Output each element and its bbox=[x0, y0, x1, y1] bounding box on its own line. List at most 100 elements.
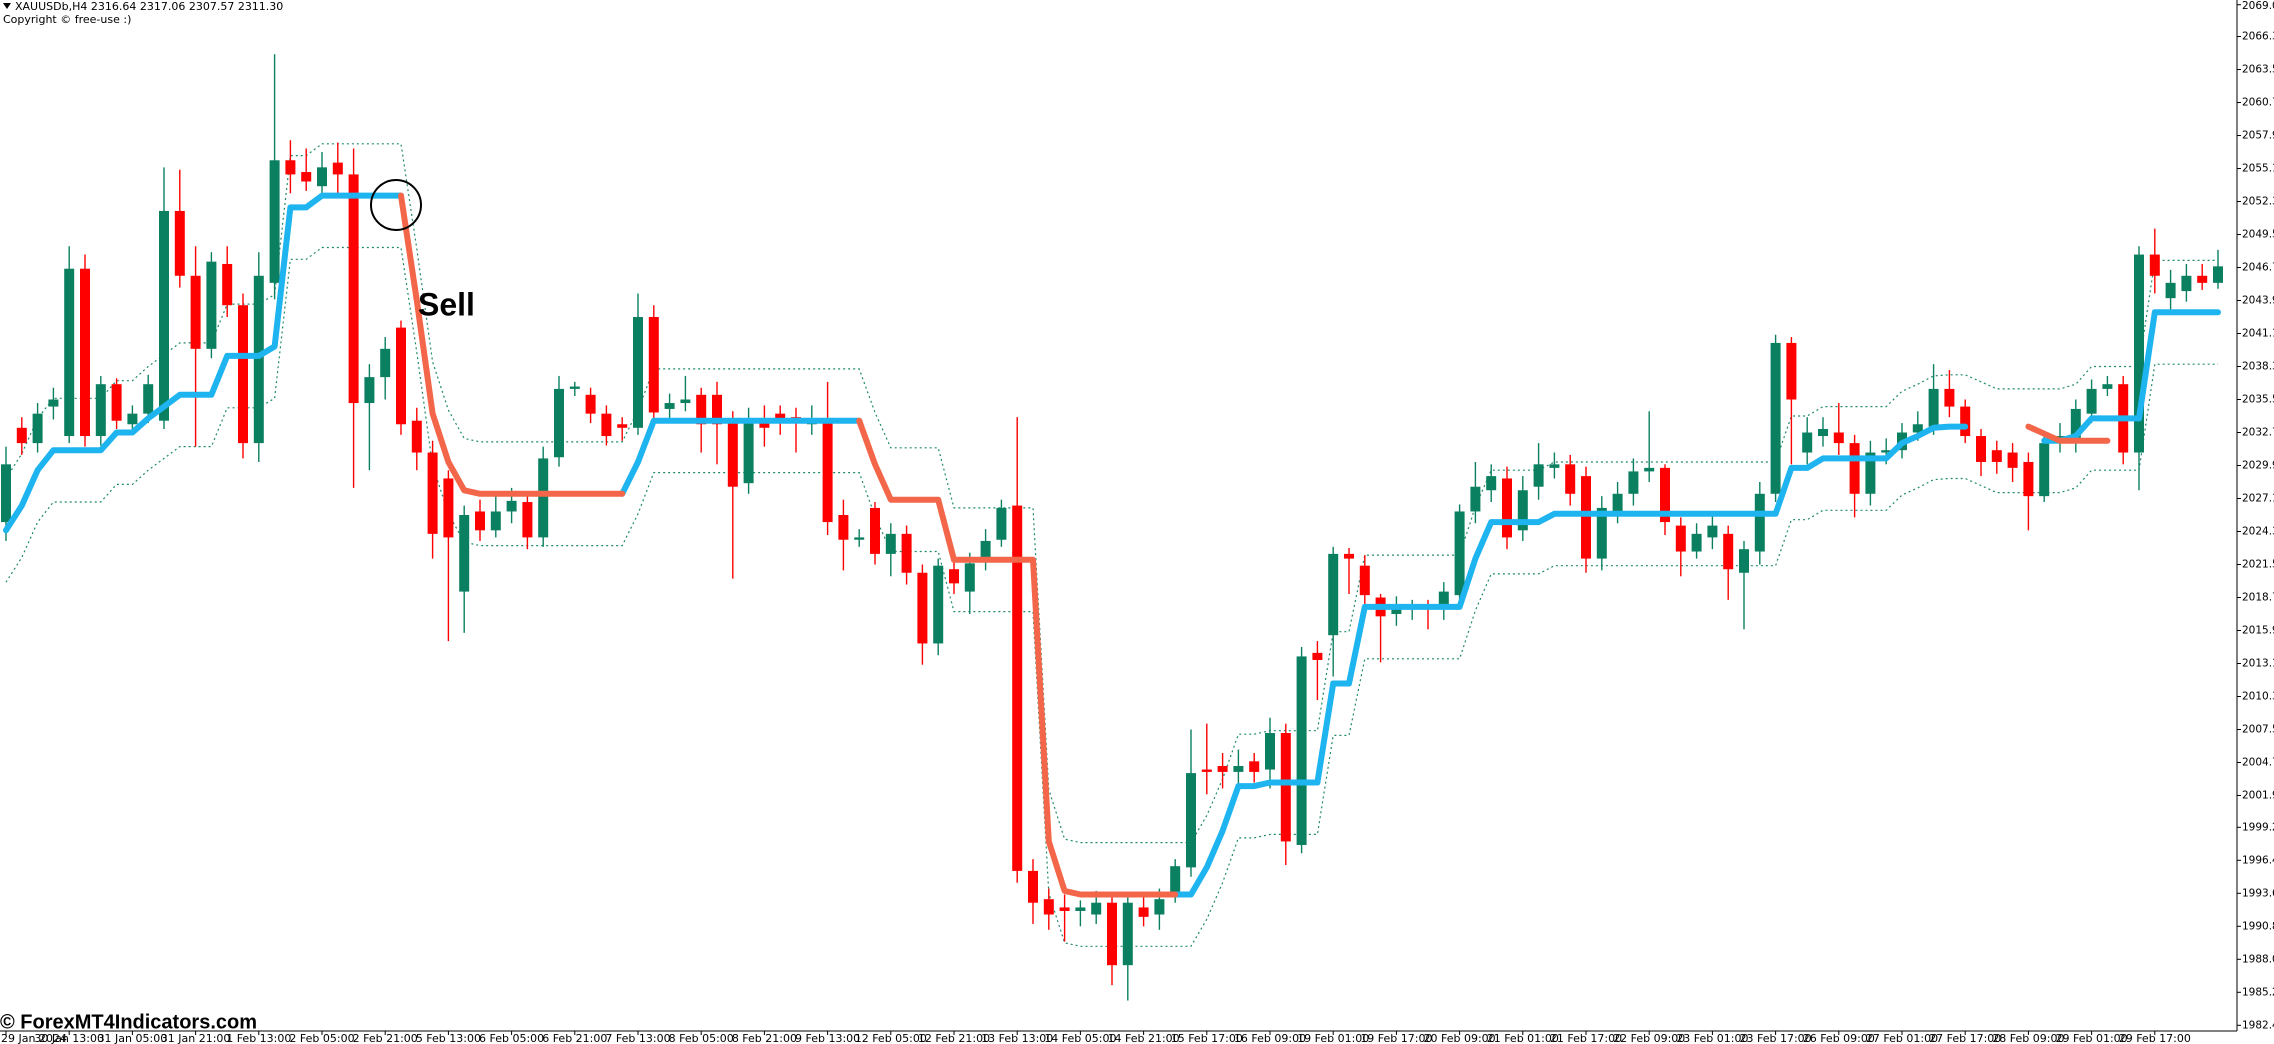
candle-body bbox=[1201, 769, 1212, 772]
candle-body bbox=[1154, 899, 1165, 915]
candle-body bbox=[127, 413, 138, 425]
candle-body bbox=[1739, 549, 1749, 573]
candle-body bbox=[1470, 486, 1481, 512]
candle-body bbox=[1296, 656, 1307, 845]
candle-body bbox=[2213, 266, 2223, 283]
candle-body bbox=[64, 268, 75, 437]
candle-body bbox=[964, 563, 975, 592]
y-tick-label: 2015.90 bbox=[2242, 624, 2274, 636]
symbol-header: XAUUSDb,H4 2316.64 2317.06 2307.57 2311.… bbox=[15, 0, 283, 13]
copyright: Copyright © free-use :) bbox=[3, 13, 131, 26]
candle-body bbox=[380, 348, 391, 378]
candle-body bbox=[1454, 511, 1465, 596]
x-tick-label: 14 Feb 21:00 bbox=[1108, 1032, 1180, 1044]
x-tick-label: 8 Feb 21:00 bbox=[732, 1032, 797, 1044]
x-tick-label: 13 Feb 13:00 bbox=[981, 1032, 1053, 1044]
x-tick-label: 2 Feb 21:00 bbox=[353, 1032, 418, 1044]
candle-body bbox=[2039, 443, 2050, 497]
candle-body bbox=[506, 500, 517, 512]
candle-body bbox=[1849, 443, 1860, 494]
x-tick-label: 9 Feb 13:00 bbox=[795, 1032, 860, 1044]
candle-body bbox=[1691, 533, 1702, 552]
candle-body bbox=[159, 210, 169, 421]
x-tick-label: 27 Feb 17:00 bbox=[1929, 1032, 2001, 1044]
candle-body bbox=[348, 174, 359, 404]
candle-body bbox=[901, 533, 912, 573]
y-tick-label: 1990.80 bbox=[2242, 920, 2274, 932]
y-tick-label: 2060.70 bbox=[2242, 97, 2274, 109]
y-tick-label: 2052.30 bbox=[2242, 196, 2274, 208]
candle-body bbox=[1770, 342, 1781, 494]
candle-body bbox=[775, 413, 786, 419]
y-tick-label: 2027.10 bbox=[2242, 493, 2274, 505]
x-tick-label: 1 Feb 13:00 bbox=[226, 1032, 291, 1044]
candle-body bbox=[332, 162, 343, 175]
x-tick-label: 23 Feb 17:00 bbox=[1740, 1032, 1812, 1044]
x-tick-label: 31 Jan 21:00 bbox=[161, 1032, 231, 1044]
y-tick-label: 2029.90 bbox=[2242, 460, 2274, 472]
x-tick-label: 14 Feb 05:00 bbox=[1044, 1032, 1116, 1044]
y-tick-label: 2035.50 bbox=[2242, 394, 2274, 406]
candle-body bbox=[222, 263, 233, 306]
candle-body bbox=[933, 565, 944, 644]
candle-body bbox=[1802, 432, 1813, 453]
candle-body bbox=[16, 427, 27, 444]
candle-body bbox=[1912, 424, 1923, 433]
candle-body bbox=[1565, 464, 1576, 494]
candle-body bbox=[190, 275, 201, 349]
indicator-line bbox=[398, 192, 2111, 898]
y-tick-label: 2038.30 bbox=[2242, 361, 2274, 373]
candle-body bbox=[2165, 282, 2176, 299]
menu-arrow bbox=[3, 3, 11, 9]
x-tick-label: 27 Feb 01:00 bbox=[1866, 1032, 1938, 1044]
x-tick-label: 26 Feb 09:00 bbox=[1803, 1032, 1875, 1044]
y-tick-label: 2021.50 bbox=[2242, 558, 2274, 570]
candle-body bbox=[664, 403, 675, 409]
y-tick-label: 2069.00 bbox=[2242, 0, 2274, 12]
candle-body bbox=[1660, 467, 1670, 523]
x-tick-label: 31 Jan 05:00 bbox=[98, 1032, 168, 1044]
candle-body bbox=[206, 261, 217, 349]
y-tick-label: 2041.10 bbox=[2242, 328, 2274, 340]
x-tick-label: 23 Feb 01:00 bbox=[1676, 1032, 1748, 1044]
candle-body bbox=[1138, 907, 1149, 917]
candle-body bbox=[1723, 533, 1734, 570]
candle-body bbox=[1644, 467, 1655, 472]
candle-body bbox=[554, 388, 564, 458]
candle-body bbox=[1233, 766, 1244, 772]
candle-body bbox=[2023, 461, 2034, 497]
candle-body bbox=[32, 413, 43, 444]
x-tick-label: 28 Feb 09:00 bbox=[1992, 1032, 2064, 1044]
candles bbox=[1, 54, 2223, 1001]
y-tick-label: 2066.30 bbox=[2242, 31, 2274, 43]
candle-body bbox=[522, 502, 533, 538]
candle-body bbox=[48, 399, 59, 407]
watermark: © ForexMT4Indicators.com bbox=[0, 1011, 257, 1033]
candle-body bbox=[1217, 766, 1228, 772]
candle-body bbox=[111, 384, 122, 421]
y-tick-label: 2018.70 bbox=[2242, 591, 2274, 603]
candle-body bbox=[1280, 733, 1291, 842]
candle-body bbox=[838, 515, 849, 540]
candle-body bbox=[174, 210, 185, 276]
candle-body bbox=[1328, 553, 1339, 636]
candle-body bbox=[143, 384, 154, 414]
y-tick-label: 1996.40 bbox=[2242, 854, 2274, 866]
candle-body bbox=[1818, 428, 1828, 437]
x-tick-label: 15 Feb 17:00 bbox=[1171, 1032, 1243, 1044]
candle-body bbox=[980, 540, 991, 559]
candle-body bbox=[1960, 406, 1971, 437]
y-tick-label: 1999.20 bbox=[2242, 821, 2274, 833]
candle-body bbox=[1249, 761, 1260, 772]
candle-body bbox=[1833, 432, 1844, 444]
y-tick-label: 1993.60 bbox=[2242, 887, 2274, 899]
candle-body bbox=[1628, 471, 1639, 494]
candle-body bbox=[1486, 476, 1497, 491]
candle-body bbox=[1122, 902, 1133, 966]
candle-body bbox=[1075, 907, 1086, 911]
candle-body bbox=[633, 317, 643, 428]
x-tick-label: 30 Jan 13:00 bbox=[34, 1032, 104, 1044]
candle-body bbox=[1533, 464, 1544, 487]
candle-body bbox=[1754, 493, 1765, 552]
